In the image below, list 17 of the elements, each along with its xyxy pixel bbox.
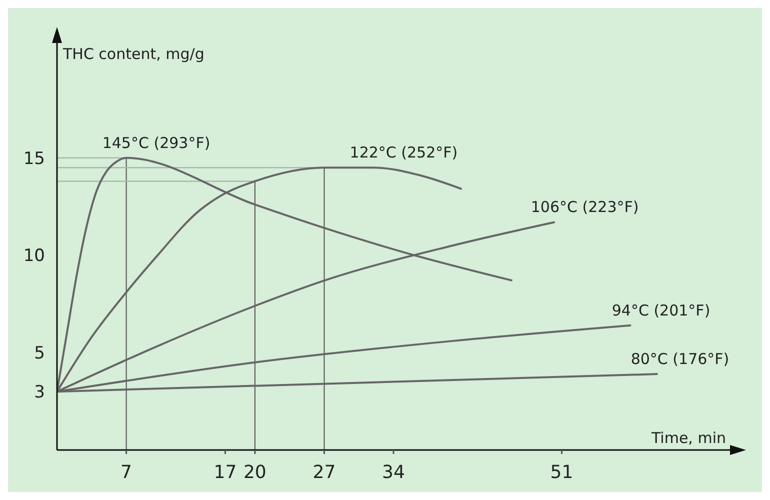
x-tick-label: 34 <box>382 462 405 483</box>
x-tick-label: 7 <box>120 462 132 483</box>
series-label: 94°C (201°F) <box>612 301 710 320</box>
y-axis-title: THC content, mg/g <box>62 45 204 63</box>
series-label: 145°C (293°F) <box>102 134 210 152</box>
y-tick-label: 5 <box>34 344 45 364</box>
y-tick-label: 10 <box>23 246 45 266</box>
y-tick-label: 15 <box>23 148 45 169</box>
x-tick-label: 20 <box>243 462 266 483</box>
x-tick-label: 27 <box>312 462 336 483</box>
series-label: 106°C (223°F) <box>530 198 639 216</box>
series-label: 122°C (252°F) <box>350 144 458 162</box>
y-tick-label: 3 <box>34 382 45 403</box>
x-axis-title: Time, min <box>650 429 726 447</box>
x-tick-label: 17 <box>214 462 237 483</box>
x-tick-label: 51 <box>550 462 574 483</box>
series-label: 80°C (176°F) <box>630 350 730 368</box>
